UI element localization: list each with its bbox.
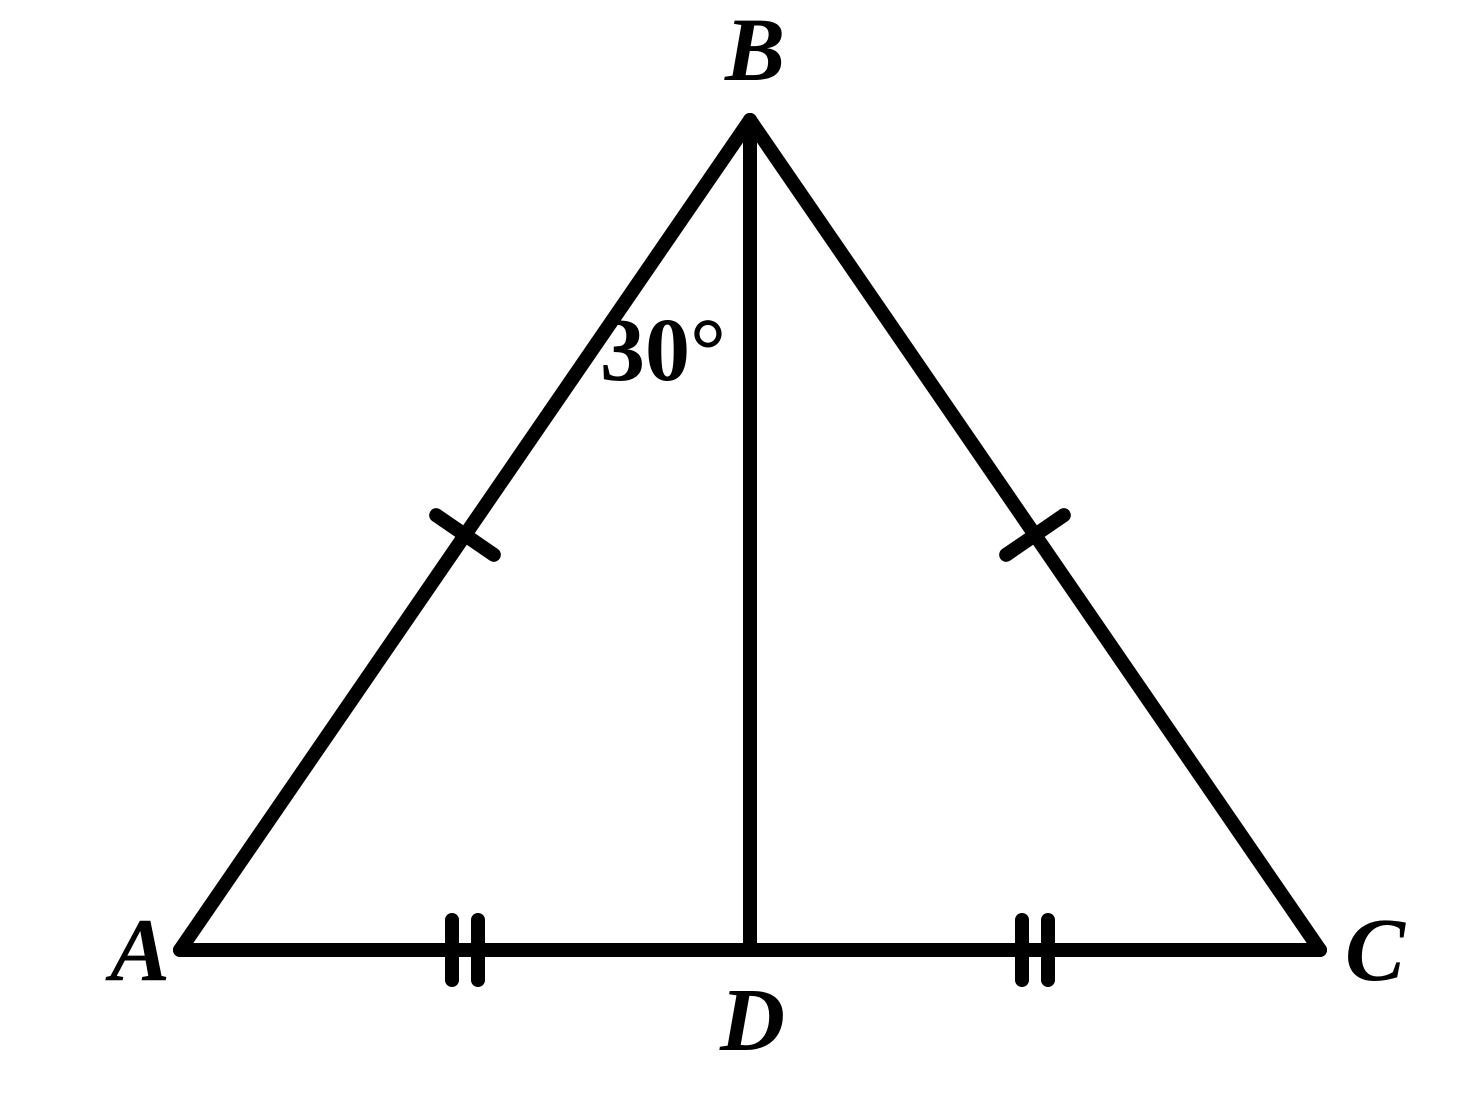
triangle-diagram: A B C D 30° xyxy=(0,0,1467,1119)
vertex-label-B: B xyxy=(724,1,785,100)
vertex-label-C: C xyxy=(1345,901,1406,1000)
tick-mark xyxy=(1006,515,1064,555)
angle-label: 30° xyxy=(600,301,726,400)
vertex-label-A: A xyxy=(105,901,170,1000)
vertex-label-D: D xyxy=(719,971,785,1070)
tick-mark xyxy=(436,515,494,555)
edges xyxy=(180,120,1320,950)
